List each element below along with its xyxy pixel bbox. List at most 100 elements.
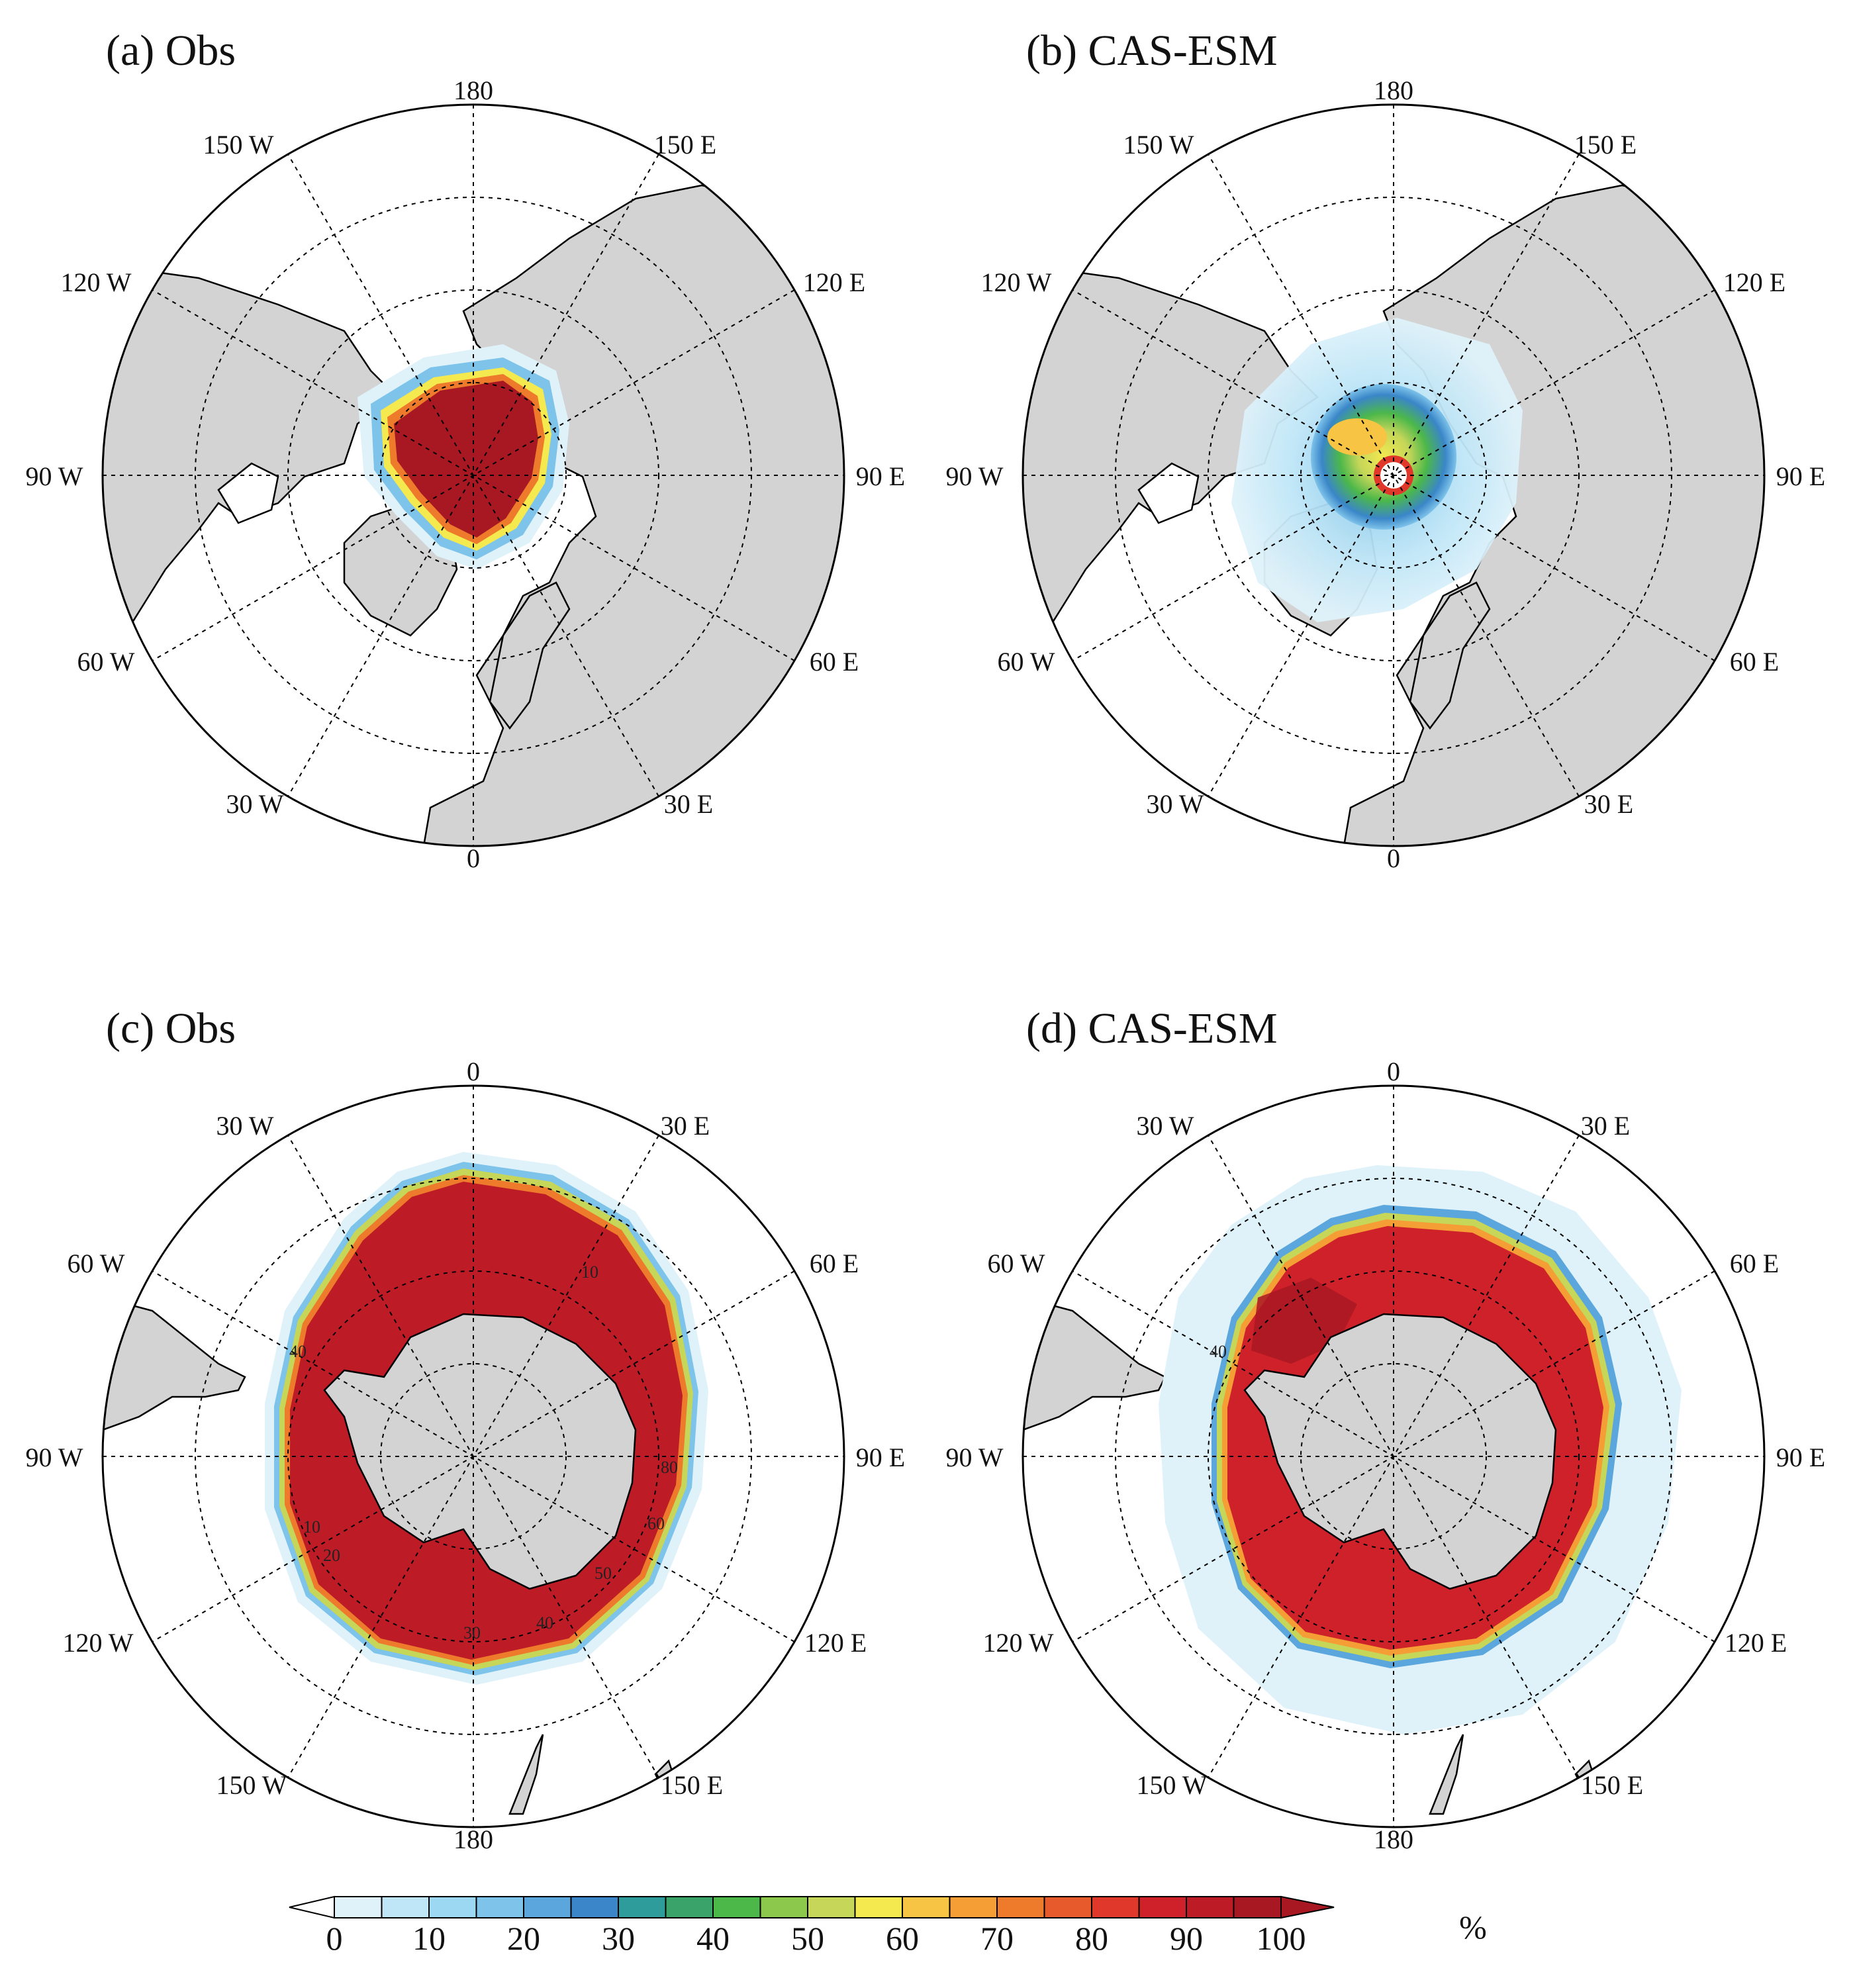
sea-ice-field-b <box>1231 318 1523 622</box>
lon-label-lower-left: 120 W <box>982 1628 1053 1658</box>
contour-label: 60 <box>647 1514 665 1533</box>
lon-label-top-right: 150 E <box>1574 130 1637 160</box>
colorbar-tick-label: 50 <box>791 1920 824 1957</box>
colorbar-swatch <box>1091 1896 1140 1918</box>
scandinavia-land <box>1409 581 1491 730</box>
lon-label-top: 180 <box>453 75 493 105</box>
lon-label-bottom-left: 30 W <box>1146 789 1204 819</box>
lon-label-bottom-left: 150 W <box>1136 1770 1207 1800</box>
panel-d: (d) CAS-ESM <box>945 1004 1825 1854</box>
lon-label-lower-left: 120 W <box>62 1628 133 1658</box>
panel-a-title: (a) Obs <box>106 26 236 75</box>
lon-label-left: 90 W <box>945 1443 1003 1472</box>
lon-label-right: 90 E <box>856 1443 905 1472</box>
graticule-c <box>103 1086 844 1827</box>
colorbar-tick-label: 70 <box>980 1920 1014 1957</box>
graticule-b <box>1023 105 1764 846</box>
lon-label-bottom: 180 <box>1374 1824 1413 1854</box>
panel-c-title: (c) Obs <box>106 1004 236 1053</box>
antarctica-land <box>1243 1313 1557 1590</box>
colorbar-tick-labels: 0 10 20 30 40 50 60 70 80 90 100 <box>326 1920 1306 1957</box>
lon-label-bottom-right: 30 E <box>664 789 713 819</box>
lon-label-top-right: 150 E <box>654 130 716 160</box>
lon-label-bottom-left: 30 W <box>226 789 283 819</box>
lon-label-left: 90 W <box>25 1443 83 1472</box>
colorbar-tick-label: 100 <box>1257 1920 1306 1957</box>
lon-label-lower-right: 120 E <box>804 1628 867 1658</box>
lon-label-lower-right: 60 E <box>810 647 859 677</box>
panel-a-boundary <box>101 103 845 847</box>
lon-label-bottom: 0 <box>467 843 480 873</box>
colorbar-swatch <box>381 1896 430 1918</box>
colorbar-swatches <box>334 1896 1282 1918</box>
colorbar-swatch <box>428 1896 477 1918</box>
lon-label-top-left: 30 W <box>1136 1111 1194 1141</box>
south-america-land <box>103 1296 246 1431</box>
lon-label-top: 0 <box>1387 1057 1400 1086</box>
lon-label-bottom-right: 150 E <box>1581 1770 1643 1800</box>
lon-label-lower-right: 120 E <box>1725 1628 1787 1658</box>
colorbar-tick-label: 0 <box>326 1920 343 1957</box>
colorbar-tick-label: 60 <box>886 1920 919 1957</box>
north-america-land <box>1023 263 1319 651</box>
contour-label: 40 <box>1210 1342 1227 1361</box>
contour-label: 50 <box>595 1564 612 1583</box>
colorbar-swatch <box>996 1896 1045 1918</box>
lon-label-top: 180 <box>1374 75 1413 105</box>
hudson-bay-water <box>217 462 279 524</box>
lon-label-upper-left: 60 W <box>67 1249 124 1278</box>
contour-label: 40 <box>536 1613 553 1633</box>
colorbar-swatch <box>1043 1896 1092 1918</box>
panel-b: (b) CAS-ESM <box>945 26 1825 873</box>
lon-label-right: 90 E <box>1776 1443 1825 1472</box>
panel-c-map: 10 40 10 20 30 40 50 60 80 <box>103 1086 844 1827</box>
colorbar-swatch <box>949 1896 998 1918</box>
new-zealand-land <box>1429 1734 1464 1815</box>
contour-label: 10 <box>581 1262 598 1282</box>
lon-label-left: 90 W <box>25 461 83 491</box>
antarctica-land <box>323 1313 637 1590</box>
new-zealand-land <box>508 1734 544 1815</box>
panel-d-title: (d) CAS-ESM <box>1026 1004 1278 1053</box>
panel-a: (a) Obs <box>25 26 905 873</box>
colorbar-tick-label: 90 <box>1170 1920 1203 1957</box>
colorbar-swatch <box>1186 1896 1235 1918</box>
panel-d-map: 40 <box>1023 1086 1764 1827</box>
colorbar-swatch <box>712 1896 761 1918</box>
lon-label-lower-right: 60 E <box>1730 647 1779 677</box>
contour-label: 40 <box>289 1342 307 1361</box>
panel-b-map <box>1023 105 1764 846</box>
lon-label-upper-left: 120 W <box>980 267 1051 297</box>
colorbar-swatch <box>334 1896 383 1918</box>
hudson-bay-water <box>1137 462 1200 524</box>
colorbar-swatch <box>665 1896 714 1918</box>
contour-label: 30 <box>463 1623 481 1642</box>
colorbar-over-triangle <box>1280 1895 1335 1919</box>
colorbar-swatch <box>523 1896 572 1918</box>
colorbar-swatch <box>854 1896 903 1918</box>
panel-b-boundary <box>1022 103 1766 847</box>
lon-label-right: 90 E <box>856 461 905 491</box>
lon-label-upper-left: 120 W <box>60 267 131 297</box>
lon-label-lower-left: 60 W <box>77 647 134 677</box>
colorbar-swatch <box>807 1896 856 1918</box>
lon-label-bottom-right: 150 E <box>661 1770 723 1800</box>
lon-label-top-left: 150 W <box>203 130 273 160</box>
graticule-a <box>103 105 844 846</box>
lon-label-top-left: 30 W <box>216 1111 273 1141</box>
contour-label: 10 <box>303 1517 320 1537</box>
panel-d-boundary <box>1022 1084 1766 1828</box>
colorbar-unit-label: % <box>1459 1909 1487 1946</box>
lon-label-bottom-left: 150 W <box>216 1770 287 1800</box>
lon-label-bottom: 0 <box>1387 843 1400 873</box>
colorbar-tick-label: 80 <box>1075 1920 1108 1957</box>
lon-label-top-left: 150 W <box>1123 130 1194 160</box>
colorbar-swatch <box>1233 1896 1282 1918</box>
contour-label: 20 <box>323 1546 340 1565</box>
colorbar-tick-label: 30 <box>602 1920 635 1957</box>
lon-label-lower-left: 60 W <box>997 647 1055 677</box>
colorbar-swatch <box>1138 1896 1187 1918</box>
colorbar-swatch <box>618 1896 667 1918</box>
colorbar-under-triangle <box>289 1895 335 1919</box>
north-america-land <box>103 263 399 651</box>
